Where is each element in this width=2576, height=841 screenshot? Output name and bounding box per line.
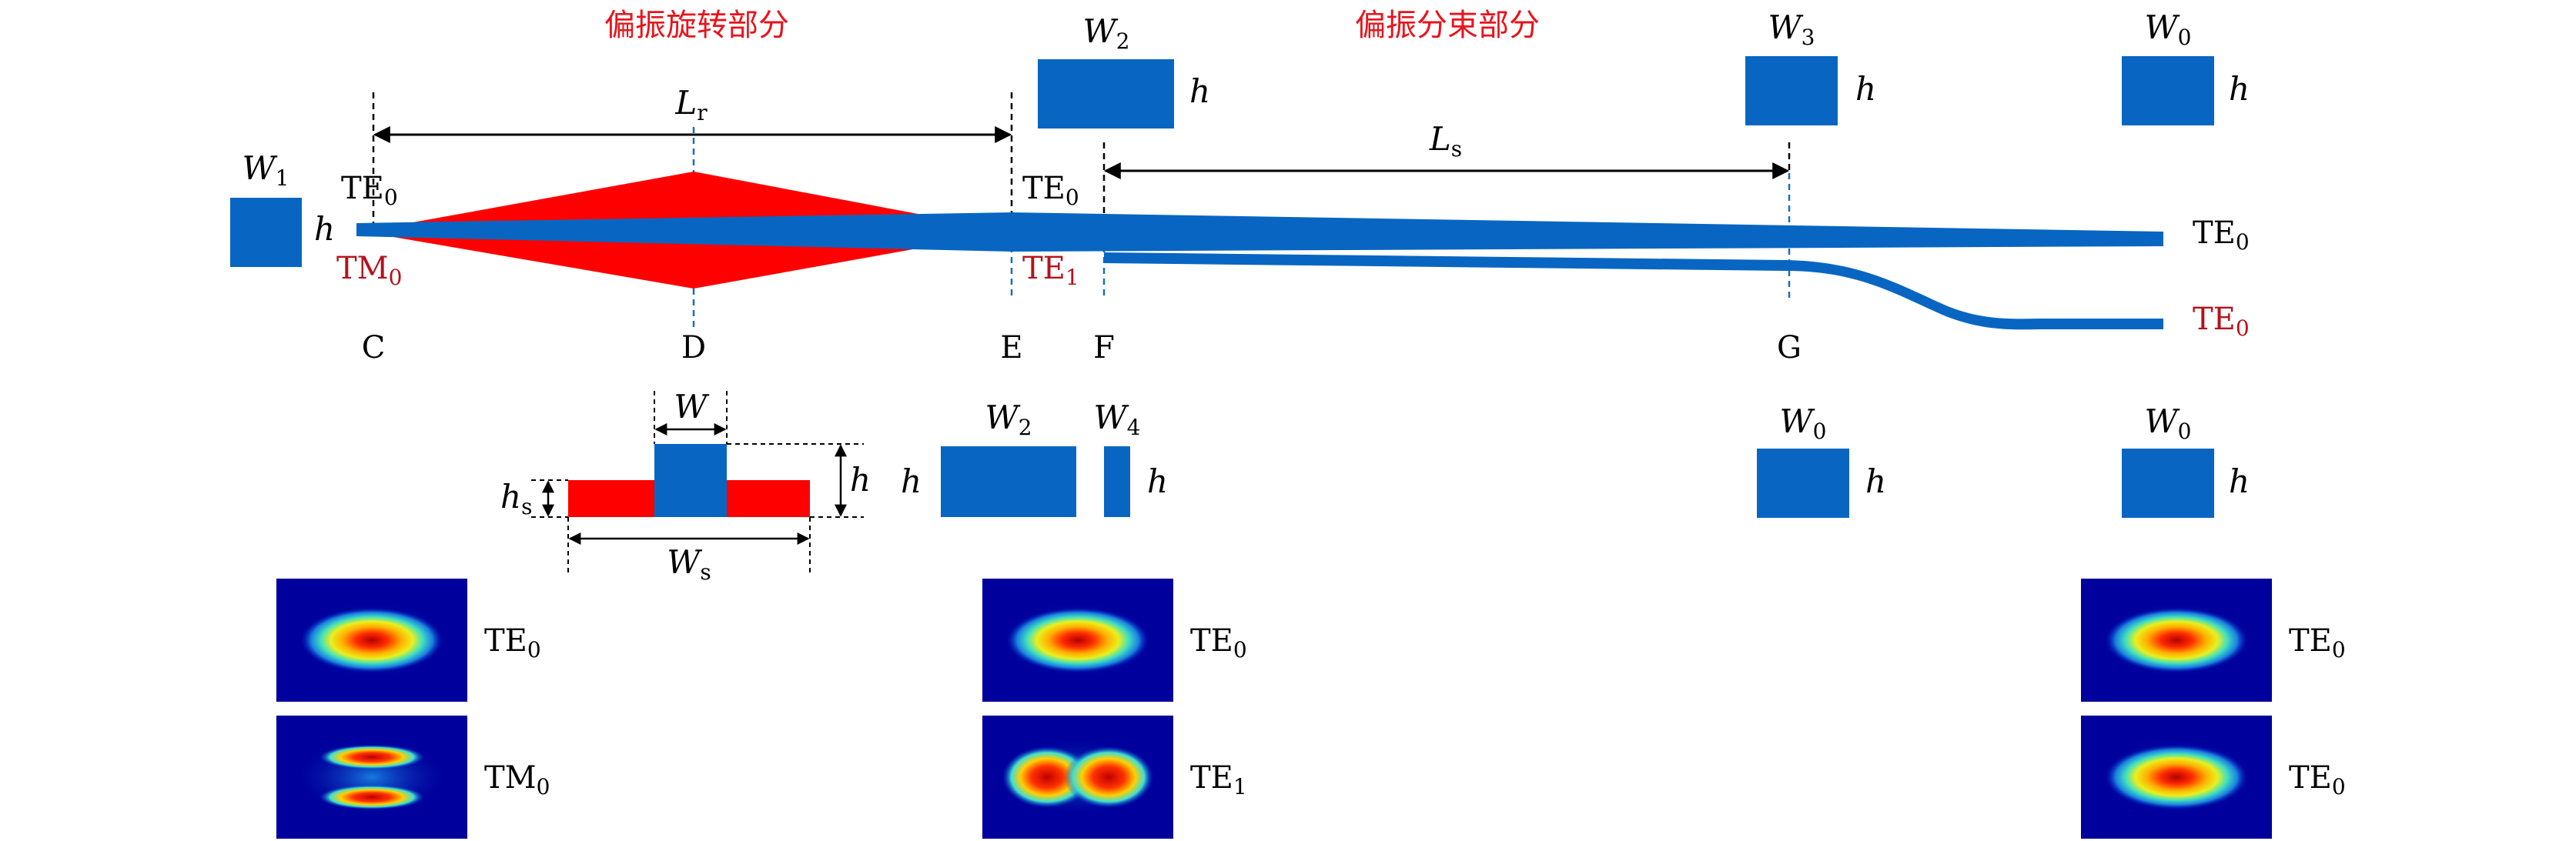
mode-profile-left-2 — [276, 716, 467, 839]
point-g: G — [1777, 330, 1802, 365]
rib-cross-section — [531, 391, 864, 576]
cross-section-e-top — [1038, 59, 1174, 128]
cross-section-f-bottom-height: h — [1147, 462, 1168, 500]
cross-section-e-bottom — [941, 446, 1076, 517]
input-tm-label: TM0 — [336, 251, 402, 290]
rib-ws-label: Ws — [667, 543, 711, 585]
rib-w-label: W — [674, 388, 710, 426]
mode-profile-right-2 — [2081, 716, 2272, 839]
cross-section-e-top-width: W2 — [1083, 12, 1130, 54]
mid-te1-label: TE1 — [1022, 251, 1079, 290]
cross-section-g-bottom-height: h — [1865, 462, 1886, 500]
lr-label: Lr — [674, 84, 708, 125]
cross-section-out-top-height: h — [2229, 70, 2250, 108]
mode-profile-label-middle-2: TE1 — [1190, 760, 1247, 799]
cross-section-g-bottom — [1757, 449, 1849, 518]
input-te-label: TE0 — [341, 171, 398, 210]
mode-profile-label-right-2: TE0 — [2289, 760, 2346, 799]
output-upper-label: TE0 — [2193, 215, 2250, 255]
output-lower-label: TE0 — [2193, 302, 2250, 341]
point-e: E — [1000, 330, 1022, 365]
cross-section-g-top-width: W3 — [1768, 8, 1815, 50]
mode-profile-label-middle-1: TE0 — [1190, 623, 1247, 662]
cross-section-out-bottom — [2122, 449, 2214, 518]
cross-section-out-bottom-width: W0 — [2145, 402, 2192, 444]
branch-waveguide — [1104, 252, 2163, 330]
cross-section-f-bottom-width: W4 — [1094, 399, 1141, 440]
cross-section-g-top — [1745, 56, 1838, 125]
mode-profile-label-left-2: TM0 — [484, 760, 550, 799]
rib-hs-label: hs — [500, 478, 532, 519]
cross-section-f-bottom — [1104, 446, 1130, 517]
point-c: C — [362, 330, 386, 365]
mode-profile-label-right-1: TE0 — [2289, 623, 2346, 662]
cross-section-g-bottom-width: W0 — [1780, 402, 1827, 444]
mode-profile-right-1 — [2081, 579, 2272, 702]
mode-profile-middle-2 — [982, 716, 1173, 839]
point-d: D — [681, 330, 706, 365]
mode-profiles: TE0 TM0 TE0 TE1 TE0 TE0 — [276, 579, 2346, 839]
mode-profile-label-left-1: TE0 — [484, 623, 541, 662]
cross-section-e-bottom-height: h — [901, 462, 922, 500]
cross-section-out-top — [2122, 56, 2214, 125]
cross-section-g-top-height: h — [1855, 70, 1876, 108]
cross-section-e-top-height: h — [1189, 72, 1210, 110]
mode-profile-middle-1 — [982, 579, 1173, 702]
input-width-label: W1 — [243, 149, 289, 191]
input-cross-section — [230, 198, 302, 267]
input-height-label: h — [314, 210, 335, 248]
rib-h-label: h — [850, 461, 871, 499]
cross-section-out-bottom-height: h — [2229, 462, 2250, 500]
cross-section-e-bottom-width: W2 — [985, 399, 1032, 440]
cross-section-out-top-width: W0 — [2145, 8, 2192, 50]
rib-core — [654, 444, 727, 517]
mid-te0-label: TE0 — [1022, 171, 1079, 210]
rotation-section-title: 偏振旋转部分 — [604, 8, 789, 43]
splitting-section-title: 偏振分束部分 — [1355, 8, 1540, 43]
mode-profile-left-1 — [276, 579, 467, 702]
ls-label: Ls — [1429, 120, 1462, 162]
main-waveguide — [356, 212, 2163, 252]
point-labels: C D E F G — [362, 330, 1802, 365]
point-f: F — [1093, 330, 1115, 365]
